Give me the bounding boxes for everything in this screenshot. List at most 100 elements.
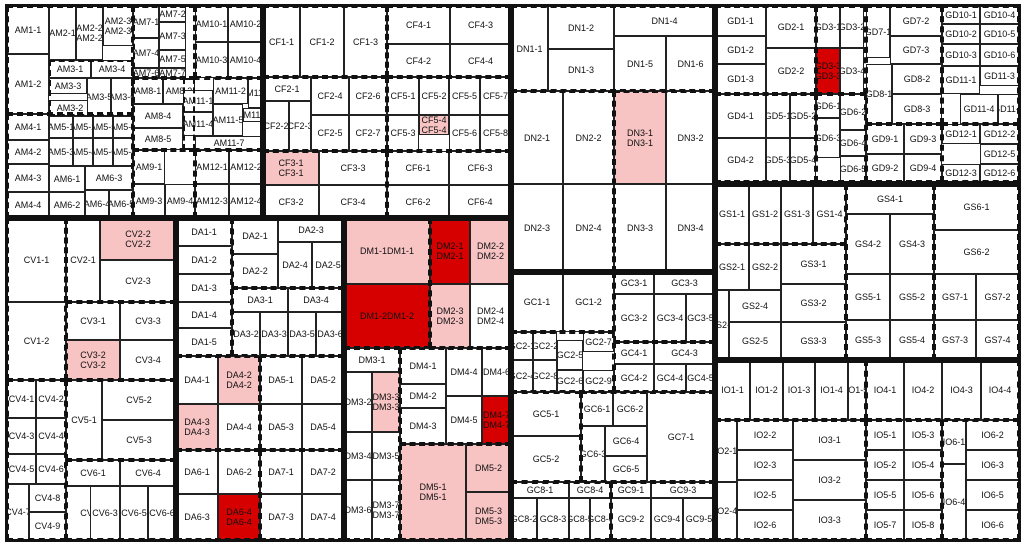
cell-label: GD7-2 — [902, 16, 930, 26]
cell-dm1-2: DM1-2DM1-2 — [344, 284, 430, 348]
cell-label: AM2-3 — [104, 16, 132, 26]
cell-label: CF5-8 — [482, 128, 508, 138]
cell-label: GC8-3 — [539, 514, 567, 524]
cell-label: GS7-4 — [984, 335, 1011, 345]
cell-gd8-1: GD8-1 — [866, 64, 892, 124]
cell-label: IO5-6 — [911, 490, 935, 500]
cell-gd3-2: GD3-2 — [840, 6, 864, 48]
cell-label: CV5-2 — [126, 395, 152, 405]
cell-label: AM6-4 — [85, 199, 109, 209]
cell-label: GC2-4 — [512, 371, 532, 381]
cell-gc2-9: GC2-9 — [583, 370, 614, 392]
cell-label: CV2-2 — [125, 239, 151, 249]
cell-io3-1: IO3-1 — [793, 420, 866, 460]
cell-label: GD12-3 — [945, 168, 977, 178]
cell-gs7-1: GS7-1 — [934, 274, 976, 320]
cell-label: GD8-3 — [903, 104, 931, 114]
cell-label: CV4-6 — [38, 464, 64, 474]
cell-label: DA3-5 — [289, 329, 315, 339]
cell-label: GD1-2 — [727, 45, 754, 55]
cell-label: DN3-4 — [677, 223, 704, 233]
cell-label: DM3-7 — [372, 510, 400, 520]
cell-gc9-3: GC9-3 — [651, 482, 715, 498]
cell-cf5-1: CF5-1 — [387, 77, 419, 115]
cell-cv4-4: CV4-4 — [36, 418, 66, 454]
cell-cv6-1: CV6-1 — [66, 460, 120, 486]
cell-label: DA6-1 — [184, 467, 210, 477]
cell-label: CF3-3 — [340, 163, 366, 173]
cell-label: IO1-1 — [721, 385, 744, 395]
cell-label: DM2-2 — [476, 241, 504, 251]
cell-am8-4: AM8-4 — [133, 104, 183, 128]
cell-label: AM5-8 — [114, 147, 132, 157]
cell-label: CF3-1 — [278, 168, 304, 178]
cell-label: DA1-4 — [191, 310, 217, 320]
cell-am5-4: AM5-4 — [73, 138, 93, 166]
cell-label: CV4-3 — [8, 431, 35, 441]
cell-dm5-1: DM5-1 DM5-1 — [400, 444, 466, 540]
cell-label: IO6-4 — [942, 497, 966, 507]
cell-label: DA6-4 — [226, 507, 252, 517]
cell-am11-7: AM11-7 — [195, 136, 263, 150]
cell-label: IO2-6 — [753, 520, 777, 530]
cell-label: GC4-2 — [620, 373, 648, 383]
cell-label: CF6-4 — [467, 196, 493, 207]
cell-label: GC8-5 — [570, 514, 589, 524]
cell-cv2-1: CV2-1 — [66, 218, 100, 302]
cell-gc2-2: GC2-2 — [533, 332, 557, 360]
cell-label: AM4-4 — [14, 200, 42, 210]
cell-label: CF2-2 — [263, 121, 289, 131]
cell-label: GD4-1 — [727, 111, 754, 121]
cell-label: AM3-3 — [54, 81, 82, 91]
cell-label: GC4-3 — [671, 348, 698, 358]
cell-da3-1: DA3-1 — [232, 288, 288, 312]
cell-da2-3: DA2-3 — [278, 218, 344, 242]
cell-gc6-3: GC6-3 — [581, 426, 605, 482]
cell-label: GC1-1 — [523, 297, 551, 307]
cell-label: GC7-1 — [667, 432, 695, 442]
cell-io4-2: IO4-2 — [904, 360, 942, 420]
cell-am1-1: AM1-1 — [7, 6, 49, 54]
cell-io3-3: IO3-3 — [793, 500, 866, 540]
cell-label: GD7-3 — [902, 45, 930, 55]
cell-dm2-1: DM2-1 DM2-1 — [430, 218, 470, 284]
cell-io1-4: IO1-4 — [815, 360, 848, 420]
cell-label: CF3-1 — [278, 158, 304, 168]
cell-label: CV4-2 — [38, 394, 64, 404]
cell-gc4-5: GC4-5 — [686, 364, 715, 392]
cell-label: AM11-1 — [183, 96, 213, 106]
cell-io5-5: IO5-5 — [866, 480, 904, 510]
cell-gc9-5: GC9-5 — [683, 498, 715, 540]
cell-label: DA4-4 — [226, 422, 252, 432]
cell-am3-4: AM3-4 — [91, 60, 133, 78]
cell-label: GD12-5 — [983, 149, 1016, 159]
cell-cf2-4: CF2-4 — [311, 77, 349, 115]
cell-label: DM5-3 — [474, 516, 502, 526]
cell-da5-1: DA5-1 — [260, 356, 302, 404]
cell-cv1-1: CV1-1 — [7, 218, 66, 302]
cell-label: CF6-1 — [405, 163, 431, 173]
cell-gd7-3: GD7-3 — [890, 36, 942, 64]
cell-gc1-2: GC1-2 — [563, 272, 614, 332]
cell-gs3-2: GS3-2 — [781, 284, 846, 322]
cell-gc8-2: GC8-2 — [511, 498, 537, 540]
cell-cv6-4: CV6-4 — [120, 460, 176, 486]
cell-da3-6: DA3-6 — [316, 312, 344, 356]
cell-gc8-1: GC8-1 — [511, 482, 569, 498]
cell-gd1-2: GD1-2 — [715, 36, 766, 64]
cell-label: AM11-2 — [215, 86, 246, 96]
cell-label: GC2-2 — [533, 341, 557, 351]
cell-cv6-3: CV6-3 — [90, 486, 120, 540]
cell-label: IO2-3 — [753, 460, 777, 470]
cell-label: AM7-7 — [159, 68, 186, 78]
cell-gd4-1: GD4-1 — [715, 94, 766, 138]
cell-label: GD6-5 — [840, 164, 866, 174]
cell-cf4-1: CF4-1 — [387, 6, 450, 44]
cell-label: GS7-3 — [941, 335, 968, 345]
cell-io2-3: IO2-3 — [737, 450, 793, 480]
cell-am10-3: AM10-3 — [195, 42, 228, 78]
cell-label: GS4-1 — [876, 194, 903, 204]
cell-dn3-2: DN3-2 — [666, 91, 715, 184]
cell-gd9-4: GD9-4 — [904, 154, 942, 182]
